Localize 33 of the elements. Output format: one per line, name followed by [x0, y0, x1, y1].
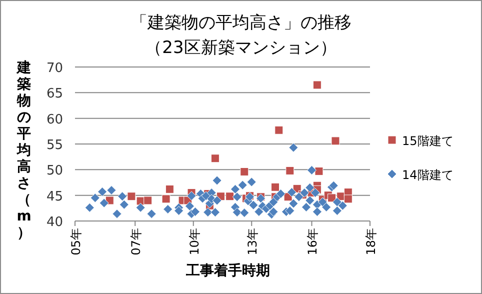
x-tick-label: 13年: [246, 228, 260, 256]
chart-subtitle: （23区新築マンション）: [145, 38, 337, 58]
y-tick-label: 40: [46, 215, 63, 230]
point: [127, 192, 136, 201]
x-tick-label: 16年: [306, 228, 320, 256]
point: [331, 136, 340, 146]
legend-label: 15階建て: [402, 134, 454, 148]
point: [240, 167, 249, 176]
point: [144, 196, 152, 205]
text: 建築物の平均高さ（m）: [16, 60, 32, 241]
legend-label: 14階建て: [402, 168, 454, 182]
x-axis-title: 工事着手時期: [185, 262, 270, 279]
chart-title: 「建築物の平均高さ」の推移: [130, 13, 352, 33]
x-tick-label: 07年: [129, 228, 144, 256]
point: [271, 182, 280, 192]
x-tick-label: 18年: [364, 228, 378, 256]
point: [210, 154, 220, 163]
x-tick-label: 10年: [187, 228, 202, 256]
point: [165, 184, 174, 194]
y-tick-label: 45: [46, 189, 63, 204]
point: [314, 166, 324, 176]
y-tick-label: 70: [46, 61, 63, 76]
point: [162, 194, 170, 204]
point: [286, 166, 294, 175]
point: [226, 192, 234, 201]
y-tick-label: 65: [46, 86, 63, 102]
point: [312, 80, 322, 90]
y-tick-label: 55: [46, 138, 63, 153]
point: [344, 194, 352, 204]
x-tick-label: 05年: [69, 228, 83, 256]
y-tick-label: 60: [46, 112, 63, 128]
point: [274, 126, 284, 134]
y-tick-label: 50: [46, 164, 63, 179]
